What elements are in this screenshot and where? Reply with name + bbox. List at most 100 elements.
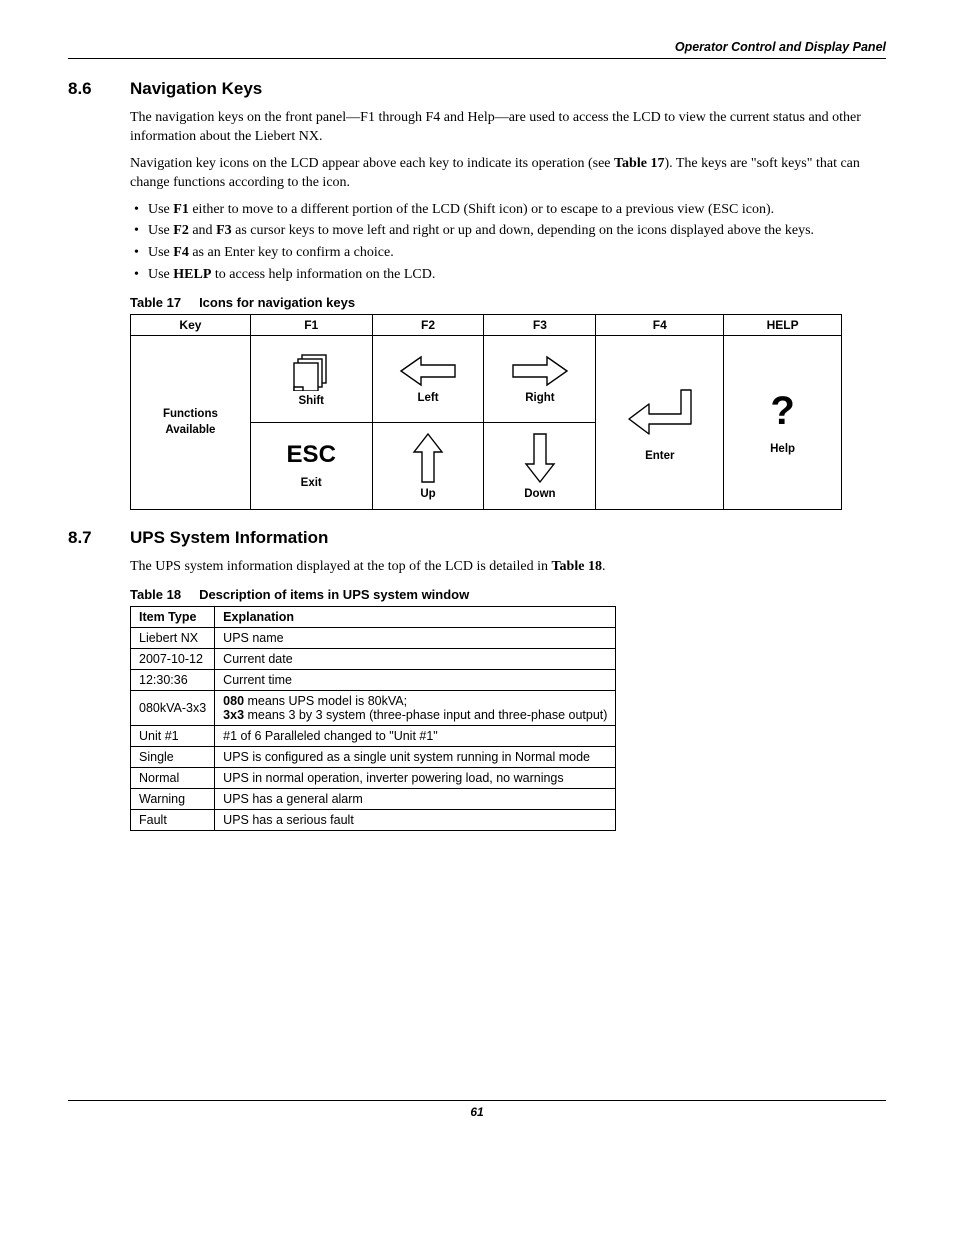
cell: Current time [215,670,616,691]
cell: Warning [131,789,215,810]
cell-f4-enter: Enter [596,336,724,510]
table-row: Functions Available Shift [131,336,842,423]
paragraph: The UPS system information displayed at … [130,558,886,577]
section-number: 8.7 [68,528,130,548]
text: Navigation key icons on the LCD appear a… [130,156,614,171]
cell: UPS in normal operation, inverter poweri… [215,768,616,789]
table-row: Unit #1 #1 of 6 Paralleled changed to "U… [131,726,616,747]
section-number: 8.6 [68,79,130,99]
th-help: HELP [724,315,842,336]
paragraph: The navigation keys on the front panel—F… [130,109,886,147]
text: means UPS model is 80kVA; [244,694,407,708]
table-row: Normal UPS in normal operation, inverter… [131,768,616,789]
list-item: Use F2 and F3 as cursor keys to move lef… [130,222,886,241]
th-explanation: Explanation [215,607,616,628]
cell: Single [131,747,215,768]
cell-f2-up: Up [372,423,484,510]
table-row: 080kVA-3x3 080 means UPS model is 80kVA;… [131,691,616,726]
text: Available [165,424,215,436]
cell: 080kVA-3x3 [131,691,215,726]
shift-icon [289,351,333,391]
table-ref: Table 18 [552,559,602,574]
cell: 2007-10-12 [131,649,215,670]
cell-f1-shift: Shift [250,336,372,423]
caption-label: Table 18 [130,587,181,602]
arrow-left-icon [399,354,457,388]
table-row: Fault UPS has a serious fault [131,810,616,831]
table-row: 12:30:36 Current time [131,670,616,691]
bullet-list: Use F1 either to move to a different por… [130,201,886,286]
cell: UPS is configured as a single unit syste… [215,747,616,768]
table-header-row: Key F1 F2 F3 F4 HELP [131,315,842,336]
text: Use [148,223,173,238]
icon-label: Up [420,488,435,500]
cell: UPS has a serious fault [215,810,616,831]
icon-label: Help [770,443,795,455]
text: Functions [163,408,218,420]
key-name: HELP [173,267,211,282]
cell: Current date [215,649,616,670]
th-f2: F2 [372,315,484,336]
text: as an Enter key to confirm a choice. [189,245,394,260]
table-row: Single UPS is configured as a single uni… [131,747,616,768]
cell: 12:30:36 [131,670,215,691]
table-ref: Table 17 [614,156,664,171]
cell: #1 of 6 Paralleled changed to "Unit #1" [215,726,616,747]
text: Use [148,267,173,282]
table-caption-17: Table 17 Icons for navigation keys [130,295,886,310]
page-number: 61 [470,1105,483,1119]
section-heading-86: 8.6 Navigation Keys [68,79,886,99]
cell: UPS name [215,628,616,649]
table-header-row: Item Type Explanation [131,607,616,628]
text: means 3 by 3 system (three-phase input a… [244,708,607,722]
text: as cursor keys to move left and right or… [232,223,814,238]
cell: Fault [131,810,215,831]
text: and [189,223,216,238]
text: The UPS system information displayed at … [130,559,552,574]
enter-icon [625,384,695,442]
table-row: Warning UPS has a general alarm [131,789,616,810]
table-row: 2007-10-12 Current date [131,649,616,670]
icon-label: Exit [301,477,322,489]
arrow-right-icon [511,354,569,388]
text: Use [148,202,173,217]
paragraph: Navigation key icons on the LCD appear a… [130,155,886,193]
th-item-type: Item Type [131,607,215,628]
section-heading-87: 8.7 UPS System Information [68,528,886,548]
cell-help: ? Help [724,336,842,510]
table-caption-18: Table 18Description of items in UPS syst… [130,587,886,602]
key-name: F3 [216,223,232,238]
list-item: Use F1 either to move to a different por… [130,201,886,220]
page-footer: 61 [68,1100,886,1119]
running-header: Operator Control and Display Panel [68,40,886,59]
arrow-up-icon [411,432,445,484]
list-item: Use F4 as an Enter key to confirm a choi… [130,244,886,263]
table-ups-info: Item Type Explanation Liebert NX UPS nam… [130,606,616,831]
caption-label: Table 17 [130,295,181,310]
list-item: Use HELP to access help information on t… [130,266,886,285]
arrow-down-icon [523,432,557,484]
cell-f3-down: Down [484,423,596,510]
caption-title: Icons for navigation keys [199,295,355,310]
th-f1: F1 [250,315,372,336]
table-row: Liebert NX UPS name [131,628,616,649]
cell: Normal [131,768,215,789]
section-title: UPS System Information [130,528,886,548]
cell-f2-left: Left [372,336,484,423]
th-key: Key [131,315,251,336]
cell-f1-esc: ESC Exit [250,423,372,510]
row-header-functions: Functions Available [131,336,251,510]
icon-label: Right [525,392,554,404]
text: . [602,559,606,574]
bold: 3x3 [223,708,244,722]
cell: 080 means UPS model is 80kVA; 3x3 means … [215,691,616,726]
key-name: F1 [173,202,189,217]
icon-label: Enter [645,450,674,462]
cell: Unit #1 [131,726,215,747]
cell-f3-right: Right [484,336,596,423]
esc-icon: ESC [287,443,336,467]
section-title: Navigation Keys [130,79,886,99]
text: Use [148,245,173,260]
table-navigation-keys: Key F1 F2 F3 F4 HELP Functions Available [130,314,842,510]
icon-label: Left [418,392,439,404]
